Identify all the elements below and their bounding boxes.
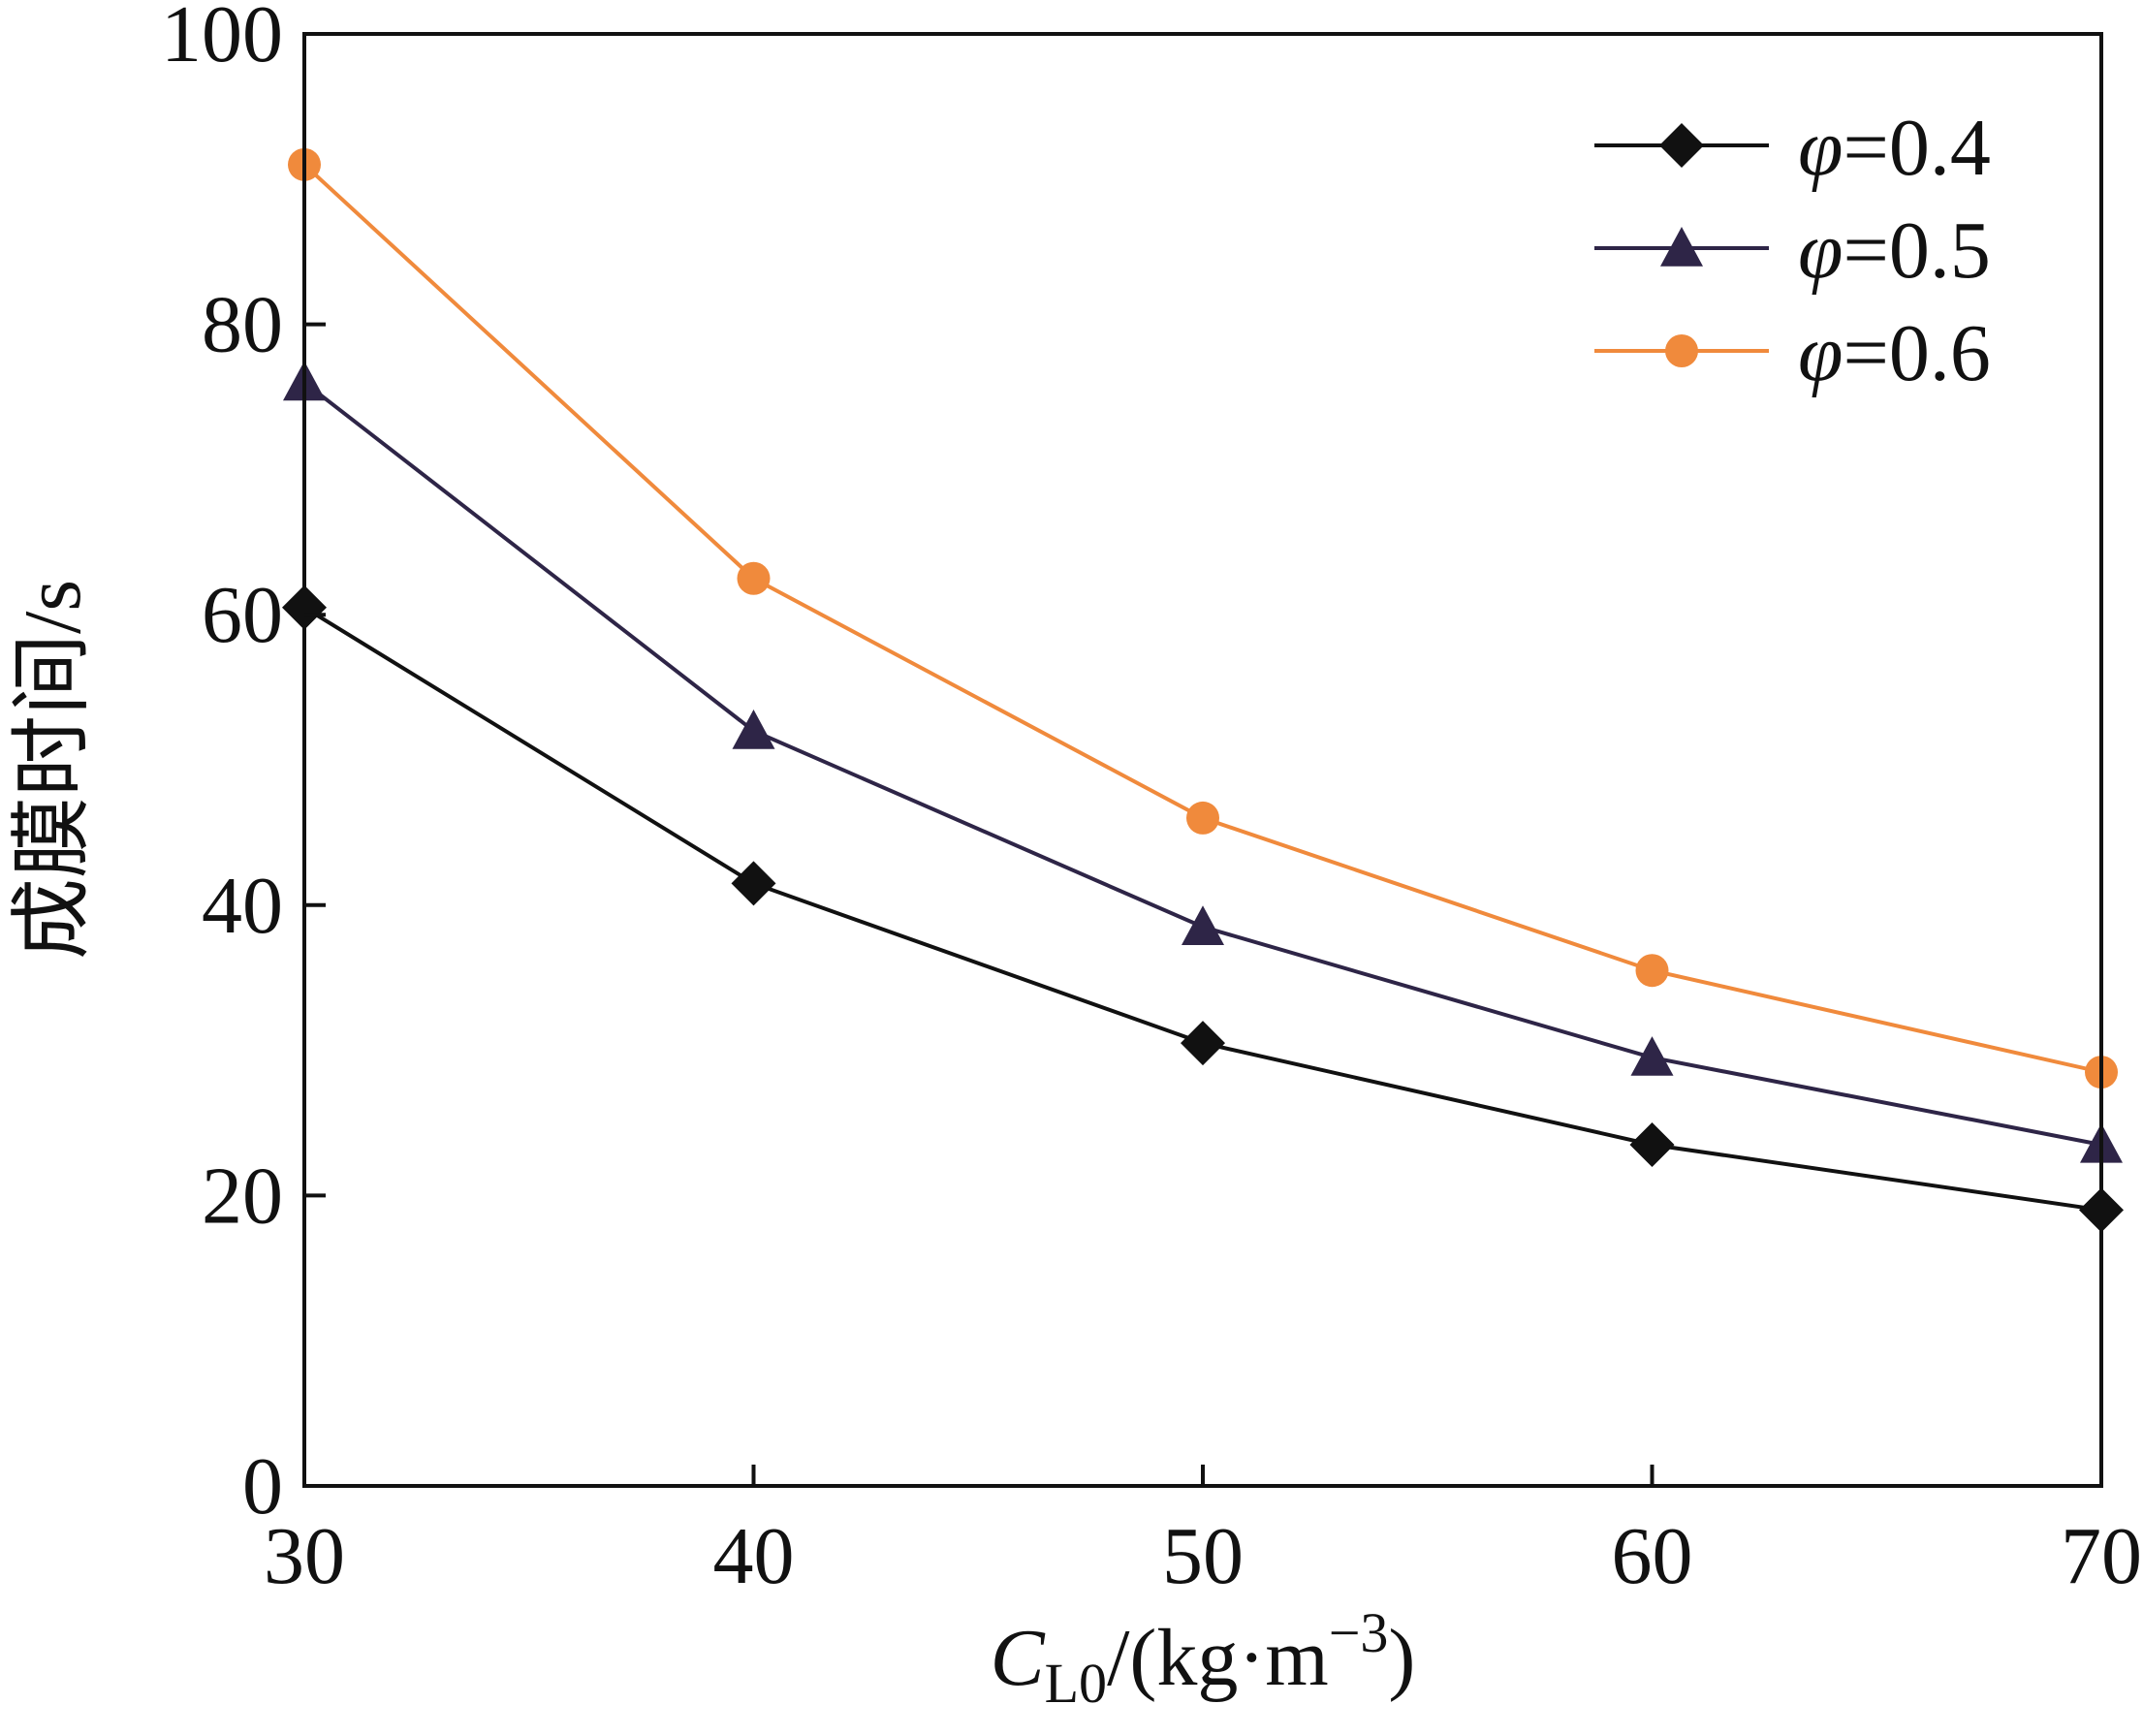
x-axis-unit-open: /(kg·m <box>1107 1613 1329 1703</box>
y-tick-label: 80 <box>202 280 283 370</box>
x-axis-exponent: −3 <box>1329 1601 1389 1664</box>
x-axis-subscript: L0 <box>1045 1652 1107 1715</box>
x-axis-unit-close: ) <box>1388 1613 1415 1703</box>
y-tick-label: 100 <box>161 0 283 79</box>
x-tick-label: 30 <box>264 1511 345 1601</box>
series-layer <box>282 147 2124 1233</box>
ticks-layer: 30 40 50 60 70 0 20 40 60 80 100 <box>161 0 2142 1601</box>
legend-value: =0.6 <box>1843 308 1990 398</box>
x-axis-symbol: C <box>991 1613 1046 1703</box>
data-point-diamond <box>1629 1121 1675 1167</box>
x-tick-label: 40 <box>713 1511 795 1601</box>
legend: φ=0.4φ=0.5φ=0.6 <box>1594 103 1991 398</box>
x-axis-label: CL0/(kg·m−3) <box>991 1601 1416 1715</box>
x-tick-label: 50 <box>1162 1511 1244 1601</box>
legend-marker-triangle <box>1660 227 1703 267</box>
data-point-diamond <box>1181 1021 1225 1066</box>
data-point-circle <box>1186 801 1219 835</box>
legend-item: φ=0.4 <box>1594 103 1991 193</box>
data-point-triangle <box>1182 905 1224 945</box>
y-tick-label: 20 <box>202 1151 283 1241</box>
legend-label: φ=0.6 <box>1798 308 1991 398</box>
data-point-diamond <box>731 861 776 906</box>
x-tick-label: 60 <box>1612 1511 1693 1601</box>
legend-symbol: φ <box>1798 205 1843 296</box>
data-point-circle <box>1635 954 1669 988</box>
series-05 <box>283 361 2123 1163</box>
data-point-circle <box>737 561 771 595</box>
legend-value: =0.5 <box>1843 205 1990 296</box>
y-tick-label: 60 <box>202 570 283 660</box>
y-tick-label: 40 <box>202 861 283 951</box>
data-point-triangle <box>732 710 775 749</box>
legend-label: φ=0.5 <box>1798 205 1991 296</box>
legend-symbol: φ <box>1798 103 1843 193</box>
y-axis-label: 成膜时间/s <box>8 580 98 960</box>
legend-marker-diamond <box>1659 123 1704 168</box>
legend-label: φ=0.4 <box>1798 103 1991 193</box>
legend-item: φ=0.6 <box>1594 308 1991 398</box>
legend-item: φ=0.5 <box>1594 205 1991 296</box>
x-tick-label: 70 <box>2061 1511 2142 1601</box>
legend-marker-circle <box>1665 334 1698 367</box>
legend-value: =0.4 <box>1843 103 1990 193</box>
legend-symbol: φ <box>1798 308 1843 398</box>
y-tick-label: 0 <box>242 1441 283 1531</box>
data-point-triangle <box>1630 1036 1674 1076</box>
